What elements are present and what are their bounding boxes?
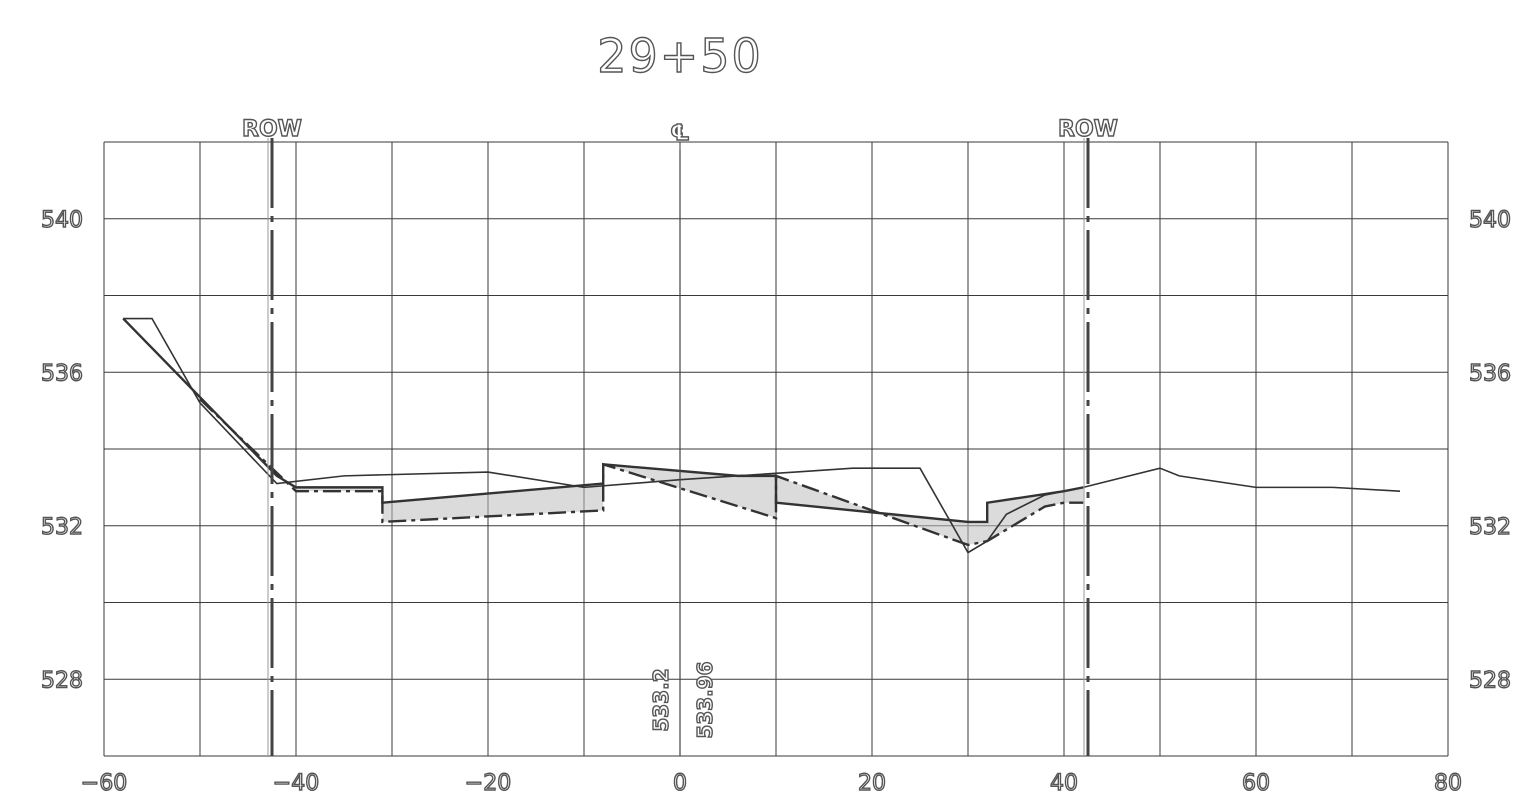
series-line-proposed-template-bottom xyxy=(199,398,1084,547)
y-tick-label-left: 540 xyxy=(41,208,83,233)
row-label-left: ROW xyxy=(242,117,302,142)
centerline-elevation-left: 533.2 xyxy=(649,668,673,731)
grid xyxy=(103,141,1449,757)
x-tick-label: 60 xyxy=(1242,771,1270,796)
y-axis-ticks-right: 528 532 536 540 xyxy=(1468,207,1511,694)
station-title: 29+50 xyxy=(597,29,763,83)
x-axis-ticks: −60 −40 −20 0 20 40 60 80 xyxy=(80,770,1463,796)
y-tick-label-left: 536 xyxy=(41,361,83,386)
x-tick-label: 0 xyxy=(673,771,687,796)
x-tick-label: 20 xyxy=(858,771,886,796)
row-lines xyxy=(267,138,1090,756)
row-label-right: ROW xyxy=(1058,117,1118,142)
x-tick-label: 80 xyxy=(1434,771,1462,796)
series-line-proposed-template-top xyxy=(122,317,1084,524)
y-tick-label-right: 528 xyxy=(1469,668,1511,693)
y-tick-label-left: 528 xyxy=(41,668,83,693)
y-tick-label-right: 540 xyxy=(1469,208,1511,233)
x-tick-label: 40 xyxy=(1050,771,1078,796)
x-tick-label: −20 xyxy=(465,771,511,796)
centerline-symbol: ℄ xyxy=(670,121,690,146)
profile-lines xyxy=(122,317,1401,554)
y-tick-label-right: 536 xyxy=(1469,361,1511,386)
y-tick-label-right: 532 xyxy=(1469,515,1511,540)
x-tick-label: −60 xyxy=(81,771,127,796)
series-line-existing-ground xyxy=(123,317,1401,554)
x-tick-label: −40 xyxy=(273,771,319,796)
centerline-elevation-right: 533.96 xyxy=(693,661,717,738)
y-axis-ticks-left: 528 532 536 540 xyxy=(40,207,83,694)
y-tick-label-left: 532 xyxy=(41,515,83,540)
